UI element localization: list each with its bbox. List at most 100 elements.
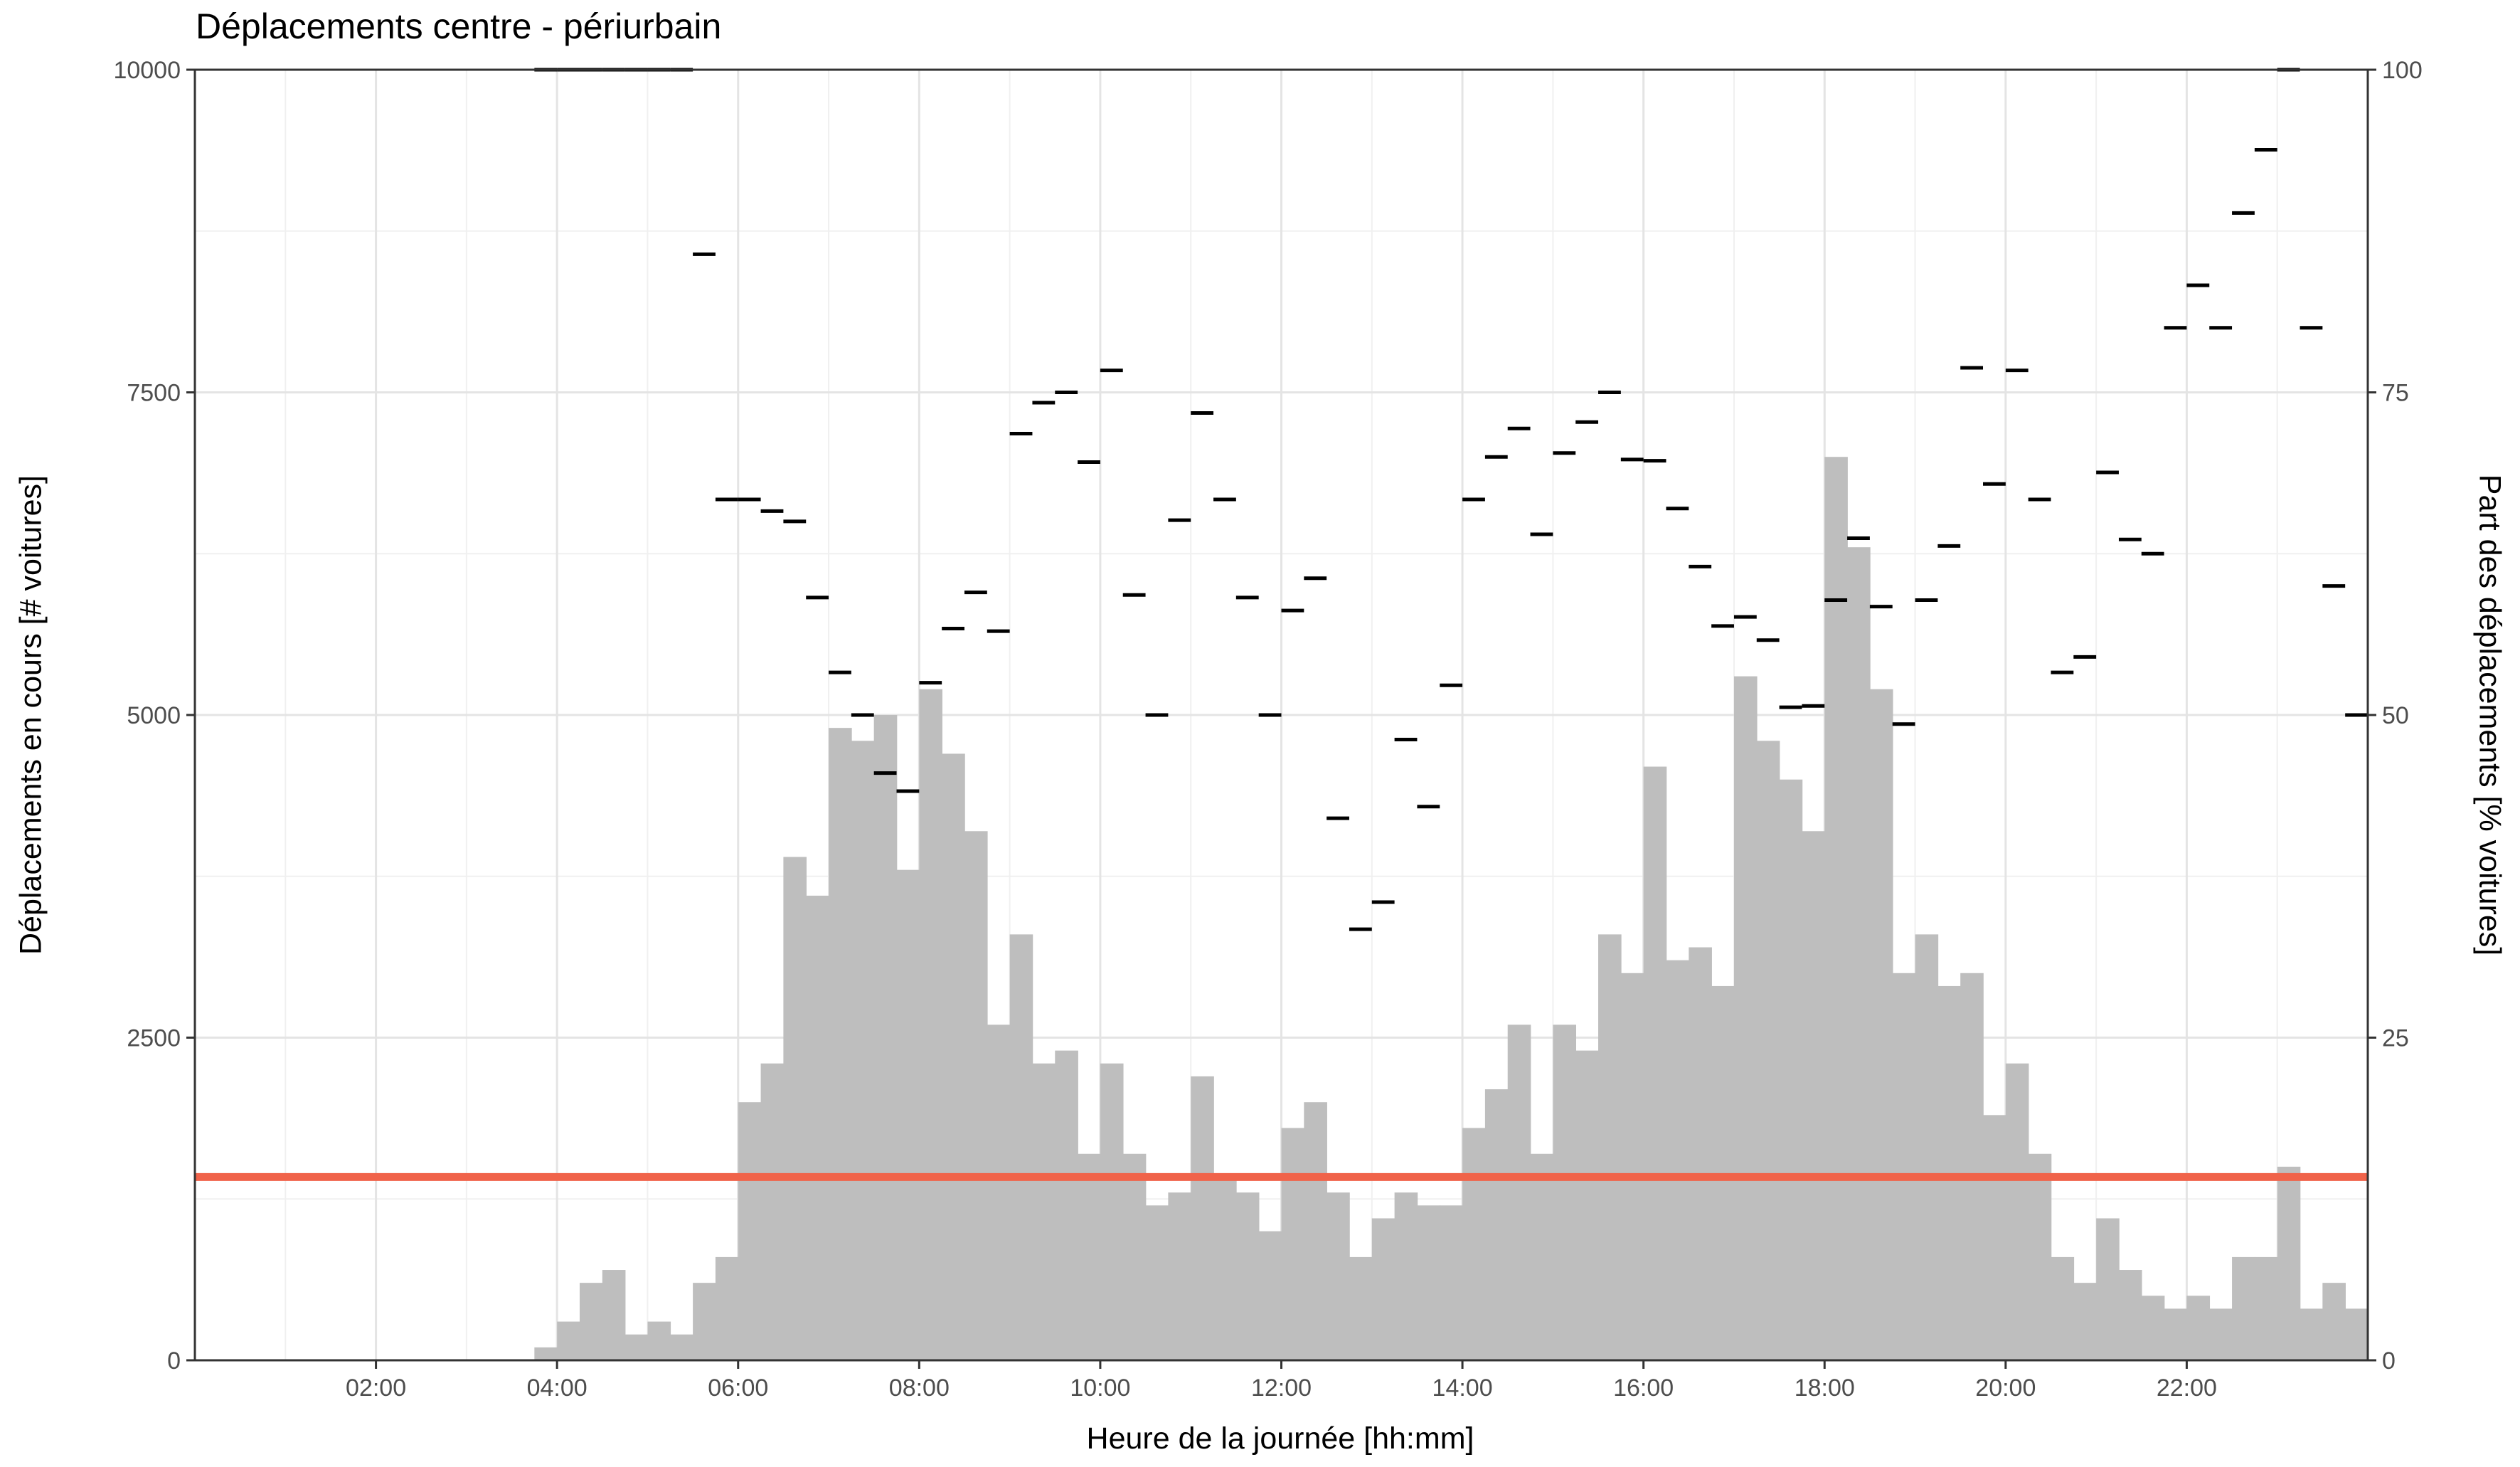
- bar: [1892, 973, 1916, 1360]
- y-tick-label-left: 0: [167, 1347, 181, 1375]
- bar: [1394, 1192, 1418, 1360]
- bar: [1915, 934, 1939, 1360]
- bar: [1349, 1256, 1373, 1360]
- bar: [1756, 741, 1780, 1360]
- bar: [783, 857, 807, 1360]
- bar: [1507, 1024, 1531, 1360]
- bar: [1983, 1115, 2006, 1360]
- bar: [1689, 947, 1712, 1360]
- bar: [1484, 1089, 1509, 1360]
- bar: [1371, 1218, 1395, 1360]
- bar: [1304, 1102, 1327, 1360]
- x-tick-label: 20:00: [1975, 1375, 2036, 1402]
- x-tick-label: 10:00: [1070, 1375, 1130, 1402]
- y-tick-label-right: 0: [2382, 1347, 2396, 1375]
- bar: [2322, 1283, 2346, 1360]
- x-tick-label: 02:00: [346, 1375, 406, 1402]
- y-tick-label-left: 10000: [113, 57, 181, 84]
- bar: [1575, 1050, 1599, 1360]
- x-tick-label: 12:00: [1251, 1375, 1312, 1402]
- bar: [806, 895, 829, 1360]
- bar: [1779, 779, 1803, 1360]
- bar: [1598, 934, 1622, 1360]
- bar: [1733, 676, 1758, 1360]
- bar: [1235, 1192, 1260, 1360]
- bar: [715, 1256, 739, 1360]
- bar: [2118, 1270, 2142, 1360]
- y-tick-label-right: 25: [2382, 1025, 2409, 1052]
- bar: [896, 869, 920, 1360]
- bar: [1213, 1180, 1237, 1360]
- bar: [1802, 831, 1826, 1360]
- bar: [2028, 1153, 2052, 1360]
- bar: [1145, 1205, 1169, 1360]
- x-axis-label: Heure de la journée [hh:mm]: [1086, 1421, 1474, 1456]
- y-tick-label-right: 50: [2382, 702, 2409, 729]
- bar: [1327, 1192, 1350, 1360]
- bar: [2254, 1256, 2278, 1360]
- bar: [942, 753, 965, 1360]
- bar: [1553, 1024, 1576, 1360]
- bar: [1009, 934, 1033, 1360]
- x-tick-label: 08:00: [889, 1375, 950, 1402]
- x-tick-label: 06:00: [708, 1375, 768, 1402]
- bar: [987, 1024, 1011, 1360]
- bar: [1032, 1063, 1056, 1360]
- bar: [1168, 1192, 1192, 1360]
- bar: [964, 831, 988, 1360]
- bar: [1620, 973, 1644, 1360]
- bar: [1643, 766, 1667, 1360]
- bar: [2186, 1296, 2211, 1360]
- bar: [873, 715, 898, 1360]
- bar: [534, 1347, 558, 1360]
- y-tick-label-left: 5000: [127, 702, 181, 729]
- x-tick-label: 18:00: [1795, 1375, 1855, 1402]
- bar: [760, 1063, 785, 1360]
- bar: [2096, 1218, 2120, 1360]
- bar: [1258, 1231, 1282, 1360]
- bar: [829, 728, 852, 1360]
- bar: [602, 1270, 626, 1360]
- bar: [2277, 1166, 2301, 1360]
- bar: [1666, 960, 1690, 1360]
- y-tick-label-right: 75: [2382, 380, 2409, 407]
- bar: [1847, 547, 1871, 1361]
- bar: [2300, 1308, 2324, 1360]
- bar: [2073, 1283, 2097, 1360]
- bar: [1960, 973, 1984, 1360]
- bar: [647, 1321, 671, 1360]
- bar: [1100, 1063, 1124, 1360]
- bar: [1824, 457, 1848, 1361]
- y-tick-label-left: 2500: [127, 1025, 181, 1052]
- x-tick-label: 22:00: [2157, 1375, 2217, 1402]
- bar: [1281, 1128, 1305, 1360]
- bar: [2141, 1296, 2165, 1360]
- bar: [1078, 1153, 1101, 1360]
- bar: [1191, 1076, 1214, 1360]
- y-tick-label-right: 100: [2382, 57, 2423, 84]
- bar: [1462, 1128, 1486, 1360]
- bar: [738, 1102, 762, 1360]
- bar: [1869, 689, 1893, 1360]
- bar: [579, 1283, 603, 1360]
- bar: [2209, 1308, 2233, 1360]
- x-tick-label: 14:00: [1432, 1375, 1493, 1402]
- bar: [1417, 1205, 1441, 1360]
- bar: [1440, 1205, 1463, 1360]
- bar: [2164, 1308, 2188, 1360]
- y-tick-label-left: 7500: [127, 380, 181, 407]
- bar: [1055, 1050, 1078, 1360]
- bar: [1122, 1153, 1147, 1360]
- bar: [693, 1283, 716, 1360]
- bar: [919, 689, 942, 1360]
- x-tick-label: 04:00: [527, 1375, 588, 1402]
- bar: [851, 741, 875, 1360]
- bar: [2051, 1256, 2075, 1360]
- bar: [2005, 1063, 2029, 1360]
- chart-title: Déplacements centre - périurbain: [196, 6, 722, 46]
- bar: [1530, 1153, 1554, 1360]
- bar: [2345, 1308, 2369, 1360]
- x-tick-label: 16:00: [1613, 1375, 1674, 1402]
